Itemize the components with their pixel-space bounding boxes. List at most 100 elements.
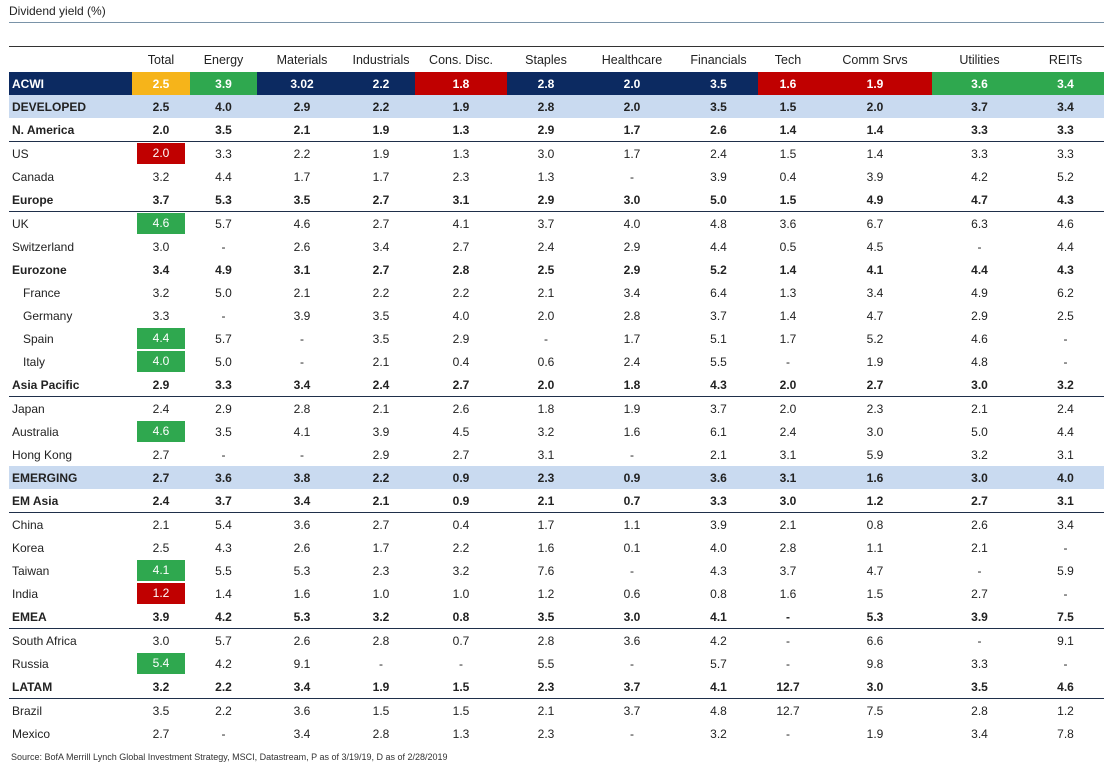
row-label: Australia <box>12 424 59 439</box>
table-cell: 3.0 <box>537 146 555 161</box>
table-cell: 2.6 <box>293 239 311 254</box>
table-cell: 4.4 <box>710 239 727 254</box>
table-cell: 0.9 <box>415 466 507 489</box>
table-cell: 3.2 <box>132 675 190 699</box>
title-divider <box>9 22 1104 23</box>
table-cell: 1.8 <box>537 401 555 416</box>
table-cell: 3.6 <box>779 216 797 231</box>
column-header: Cons. Disc. <box>415 46 507 72</box>
table-cell: 0.6 <box>537 354 555 369</box>
table-cell: - <box>544 331 548 346</box>
table-cell: 2.2 <box>452 285 470 300</box>
table-cell: - <box>1063 586 1068 601</box>
table-cell: 6.4 <box>710 285 727 300</box>
table-row: Italy 4.0 5.0 - 2.1 0.4 0.6 2.4 5.5 - 1.9 4.8 - <box>9 350 1104 373</box>
column-header: Financials <box>679 46 758 72</box>
table-cell: 1.7 <box>372 540 390 555</box>
table-cell: 2.3 <box>372 563 390 578</box>
column-header: Total <box>132 46 190 72</box>
table-cell: - <box>1063 331 1068 346</box>
table-cell: 5.0 <box>215 354 232 369</box>
table-cell: 2.0 <box>585 95 679 118</box>
table-cell: 2.2 <box>293 146 311 161</box>
table-cell: 0.7 <box>585 489 679 513</box>
table-cell: 0.4 <box>779 169 797 184</box>
table-cell: 2.0 <box>132 142 190 166</box>
row-label: Europe <box>9 188 132 212</box>
row-label: DEVELOPED <box>9 95 132 118</box>
table-cell: 4.1 <box>679 675 758 699</box>
table-cell: 3.9 <box>710 169 727 184</box>
table-cell: 4.4 <box>132 327 190 350</box>
table-cell: 2.8 <box>507 72 585 95</box>
table-cell: 4.9 <box>818 188 932 212</box>
table-cell: - <box>786 726 790 741</box>
table-cell: 3.4 <box>152 262 170 277</box>
table-cell: 1.4 <box>818 118 932 142</box>
table-cell: 4.7 <box>866 308 884 323</box>
table-cell: 3.9 <box>132 605 190 629</box>
highlighted-value: 1.2 <box>137 583 185 604</box>
table-cell: 6.2 <box>1057 285 1074 300</box>
table-row: Europe 3.7 5.3 3.5 2.7 3.1 2.9 3.0 5.0 1.5 4.9 4.7 4… <box>9 188 1104 212</box>
table-cell: 4.6 <box>132 420 190 443</box>
table-cell: 2.3 <box>507 466 585 489</box>
table-cell: 3.6 <box>679 466 758 489</box>
table-cell: 2.4 <box>537 239 555 254</box>
table-cell: 4.1 <box>452 216 470 231</box>
table-cell: 1.6 <box>537 540 555 555</box>
table-cell: 3.0 <box>932 466 1027 489</box>
table-cell: 3.4 <box>257 675 347 699</box>
table-cell: 2.1 <box>152 517 170 532</box>
table-cell: 2.3 <box>507 675 585 699</box>
table-cell: 2.8 <box>971 703 988 718</box>
table-cell: 3.9 <box>932 605 1027 629</box>
table-cell: 0.4 <box>452 517 470 532</box>
table-cell: 0.9 <box>585 466 679 489</box>
table-cell: 3.3 <box>1057 146 1074 161</box>
row-label: Italy <box>23 354 46 369</box>
table-cell: 4.0 <box>710 540 727 555</box>
table-cell: 1.6 <box>758 72 818 95</box>
table-cell: 0.9 <box>415 489 507 513</box>
table-cell: 1.7 <box>293 169 311 184</box>
row-label: UK <box>12 216 29 231</box>
table-cell: 2.7 <box>132 466 190 489</box>
table-cell: 5.7 <box>215 633 232 648</box>
table-row: Hong Kong 2.7 - - 2.9 2.7 3.1 - 2.1 3.1 5.9 3.2 3.1 <box>9 443 1104 466</box>
table-cell: 3.4 <box>257 373 347 397</box>
table-cell: 3.3 <box>971 656 988 671</box>
table-cell: 1.3 <box>537 169 555 184</box>
row-label: Hong Kong <box>12 447 73 462</box>
table-cell: 5.7 <box>215 216 232 231</box>
table-cell: 4.6 <box>971 331 988 346</box>
table-cell: 2.6 <box>452 401 470 416</box>
row-label: Korea <box>12 540 45 555</box>
table-cell: 3.4 <box>1057 517 1074 532</box>
table-cell: - <box>630 563 634 578</box>
table-cell: 2.2 <box>190 675 257 699</box>
table-cell: 1.4 <box>866 146 884 161</box>
table-row: ACWI 2.5 3.9 3.02 2.2 1.8 2.8 2.0 3.5 1.6 1.9 3.6 3.… <box>9 72 1104 95</box>
table-cell: 1.0 <box>372 586 390 601</box>
table-cell: 4.1 <box>679 605 758 629</box>
table-cell: 1.4 <box>758 118 818 142</box>
table-cell: 3.0 <box>585 605 679 629</box>
table-cell: 3.9 <box>710 517 727 532</box>
table-cell: 4.6 <box>1057 216 1074 231</box>
table-cell: 3.5 <box>190 118 257 142</box>
table-cell: 5.1 <box>710 331 727 346</box>
header-row: Total Energy Materials Industrials Cons. Dis… <box>9 46 1104 72</box>
table-cell: 2.7 <box>372 517 390 532</box>
table-cell: 2.6 <box>293 633 311 648</box>
table-cell: 2.4 <box>710 146 727 161</box>
table-cell: 2.9 <box>623 262 641 277</box>
table-cell: 3.1 <box>537 447 555 462</box>
column-header: Utilities <box>932 46 1027 72</box>
table-cell: - <box>221 447 226 462</box>
table-cell: 5.4 <box>132 652 190 675</box>
table-cell: 3.02 <box>257 72 347 95</box>
table-cell: 9.8 <box>866 656 884 671</box>
table-cell: 2.9 <box>452 331 470 346</box>
table-cell: 4.4 <box>1057 239 1074 254</box>
